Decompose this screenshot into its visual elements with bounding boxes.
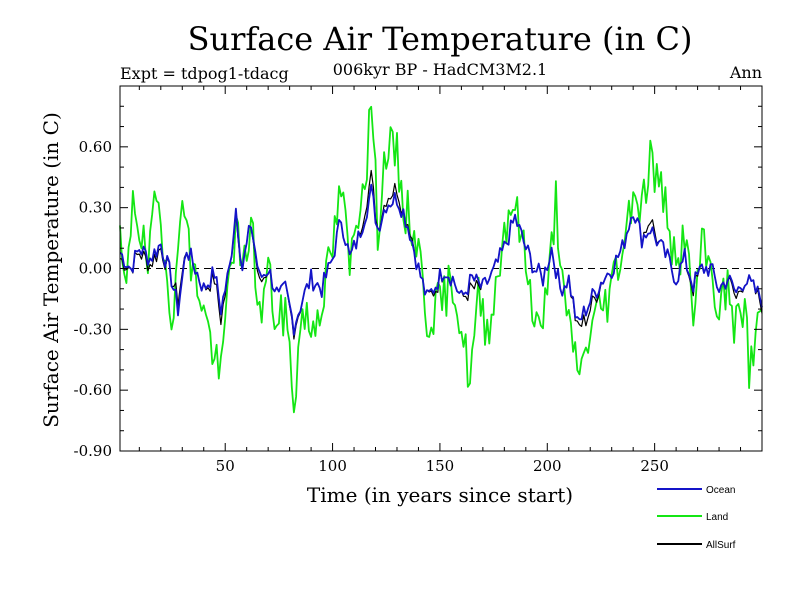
axes: 50 100 150 200 250 -0.90 -0.60 -0.30 0.00 0.30 0.6… [74,85,763,475]
legend-label-ocean: Ocean [706,485,735,496]
legend: Ocean Land AllSurf [657,485,736,551]
y-tick-label: 0.00 [79,260,112,278]
y-tick-label: -0.60 [74,381,112,399]
chart-title: Surface Air Temperature (in C) [188,20,693,58]
plot-lines [119,105,763,414]
chart-subtitle: 006kyr BP - HadCM3M2.1 [333,60,547,79]
experiment-label: Expt = tdpog1-tdacg [120,64,289,83]
x-tick-label: 50 [216,457,235,475]
legend-label-allsurf: AllSurf [706,540,736,551]
y-tick-label: -0.90 [74,442,112,460]
y-tick-label: 0.60 [79,138,112,156]
y-tick-label: -0.30 [74,320,112,338]
y-axis-label: Surface Air Temperature (in C) [39,112,63,428]
legend-label-land: Land [706,512,728,523]
series-line-ocean [119,183,763,336]
x-tick-label: 100 [318,457,347,475]
x-tick-label: 250 [640,457,669,475]
x-tick-label: 150 [426,457,455,475]
x-axis-label: Time (in years since start) [307,483,573,507]
y-tick-label: 0.30 [79,199,112,217]
season-label: Ann [729,63,762,82]
series-line-land [119,105,763,414]
x-tick-label: 200 [533,457,562,475]
